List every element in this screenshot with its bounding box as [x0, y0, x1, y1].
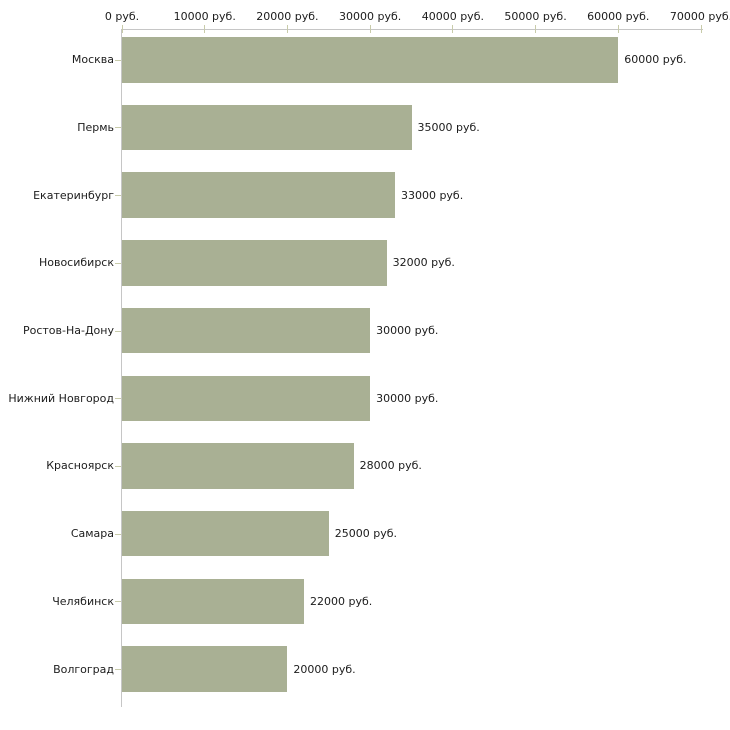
bar-value-label: 35000 руб. [417, 120, 480, 134]
category-label: Новосибирск [38, 256, 114, 270]
category-tick [115, 398, 121, 400]
x-axis-tick [535, 25, 537, 33]
category-tick [115, 59, 121, 61]
x-axis-tick-label: 10000 руб. [173, 10, 236, 23]
bar [122, 375, 371, 421]
x-axis-tick-label: 30000 руб. [339, 10, 402, 23]
category-tick [115, 465, 121, 467]
category-label: Ростов-На-Дону [22, 324, 114, 338]
bar [122, 172, 395, 218]
bar-value-label: 22000 руб. [309, 594, 373, 608]
bar-value-label: 33000 руб. [400, 188, 464, 202]
category-tick [115, 127, 121, 129]
x-axis-tick [121, 25, 123, 33]
category-label: Нижний Новгород [8, 391, 114, 405]
category-tick [115, 330, 121, 332]
x-axis-tick [617, 25, 619, 33]
category-label: Челябинск [52, 594, 114, 608]
x-axis-tick-label: 70000 руб. [669, 10, 730, 23]
category-tick [115, 533, 121, 535]
bar-value-label: 20000 руб. [293, 662, 356, 676]
x-axis-tick [700, 25, 702, 33]
category-tick [115, 195, 121, 197]
category-tick [115, 262, 121, 264]
category-label: Волгоград [53, 662, 114, 676]
bar [122, 510, 329, 557]
bar-value-label: 30000 руб. [376, 391, 439, 405]
y-axis-line [121, 29, 122, 707]
category-label: Москва [71, 53, 114, 67]
x-axis-tick-label: 50000 руб. [504, 10, 567, 23]
x-axis-tick-label: 20000 руб. [256, 10, 319, 23]
bar-value-label: 32000 руб. [392, 256, 455, 270]
category-label: Екатеринбург [33, 188, 114, 202]
category-label: Самара [70, 527, 114, 541]
bar-value-label: 30000 руб. [376, 324, 439, 338]
category-label: Красноярск [46, 459, 114, 473]
bar [122, 104, 412, 151]
x-axis-line [121, 29, 703, 30]
x-axis-tick [204, 25, 206, 33]
x-axis-tick-label: 40000 руб. [421, 10, 484, 23]
category-tick [115, 601, 121, 603]
x-axis-tick [286, 25, 288, 33]
bar-value-label: 60000 руб. [624, 53, 687, 67]
bar [122, 646, 288, 692]
x-axis-tick [452, 25, 454, 33]
x-axis-tick-label: 0 руб. [104, 10, 140, 23]
bar [122, 578, 304, 625]
x-axis-tick-label: 60000 руб. [587, 10, 650, 23]
bar [122, 307, 371, 354]
bar-value-label: 25000 руб. [334, 527, 398, 541]
category-tick [115, 669, 121, 671]
category-label: Пермь [77, 120, 114, 134]
bar [122, 443, 354, 489]
x-axis-tick [369, 25, 371, 33]
bar [122, 37, 619, 83]
bar [122, 240, 387, 286]
bar-value-label: 28000 руб. [359, 459, 422, 473]
